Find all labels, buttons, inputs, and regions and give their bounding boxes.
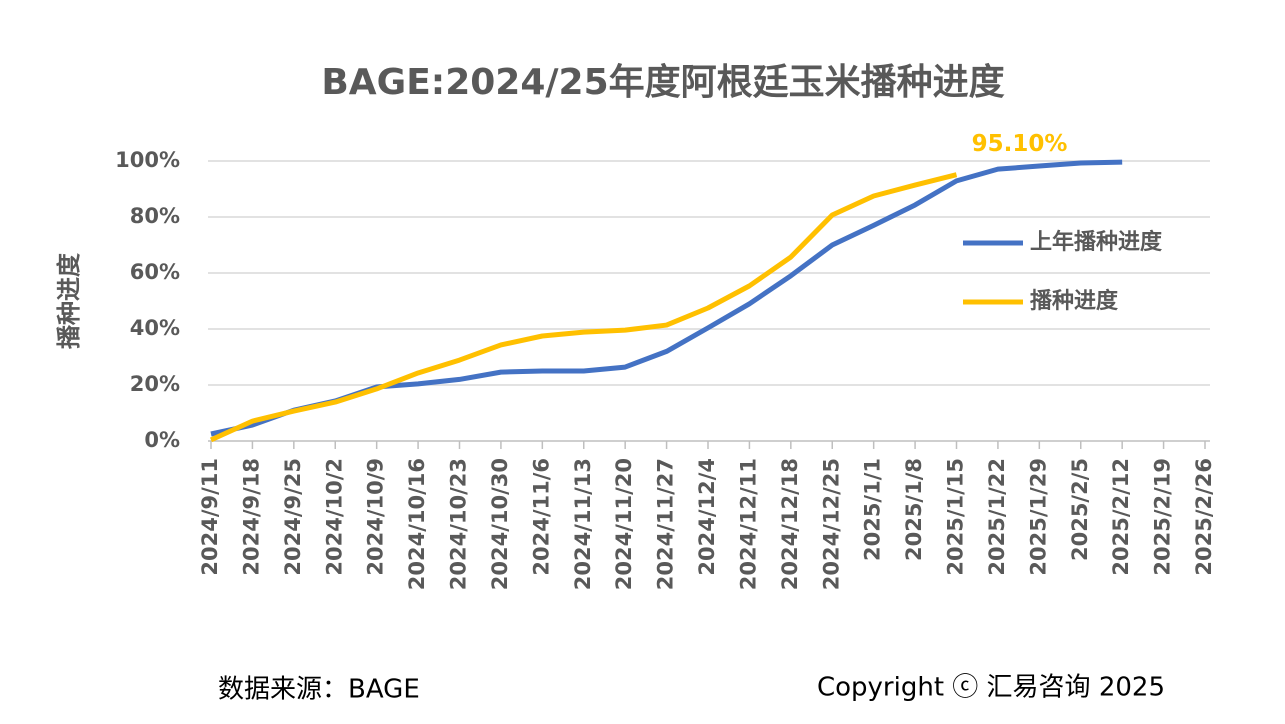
x-tick-label: 2024/10/2	[322, 458, 346, 576]
legend-label: 播种进度	[1030, 288, 1119, 314]
chart-title: BAGE:2024/25年度阿根廷玉米播种进度	[321, 62, 1004, 103]
legend-label: 上年播种进度	[1030, 229, 1163, 255]
data-label: 95.10%	[972, 131, 1068, 157]
x-tick-label: 2024/10/23	[447, 458, 471, 590]
x-tick-label: 2024/12/4	[695, 458, 719, 576]
y-tick-label: 100%	[115, 148, 180, 172]
x-tick-label: 2025/1/29	[1026, 458, 1050, 576]
x-tick-label: 2025/1/8	[902, 458, 926, 561]
y-tick-label: 60%	[130, 260, 180, 284]
x-tick-label: 2024/9/11	[198, 458, 222, 576]
x-tick-label: 2024/11/13	[571, 458, 595, 590]
y-tick-label: 80%	[130, 204, 180, 228]
y-tick-label: 0%	[144, 428, 180, 452]
copyright-note: Copyright ⓒ 汇易咨询 2025	[817, 673, 1165, 703]
x-tick-label: 2025/2/19	[1151, 458, 1175, 576]
x-tick-label: 2025/2/5	[1068, 458, 1092, 561]
x-tick-label: 2024/12/18	[778, 458, 802, 590]
x-tick-label: 2024/12/25	[819, 458, 843, 590]
x-tick-label: 2024/10/30	[488, 458, 512, 590]
series-line	[209, 172, 958, 443]
x-tick-label: 2024/10/9	[364, 458, 388, 576]
x-tick-label: 2024/11/27	[654, 458, 678, 590]
y-tick-label: 40%	[130, 316, 180, 340]
x-tick-label: 2025/1/15	[944, 458, 968, 576]
y-axis-title: 播种进度	[55, 252, 83, 349]
x-tick-label: 2024/9/25	[281, 458, 305, 576]
x-tick-label: 2025/2/26	[1192, 458, 1216, 576]
x-tick-label: 2024/10/16	[405, 458, 429, 590]
x-tick-label: 2024/12/11	[736, 458, 760, 590]
source-note: 数据来源：BAGE	[218, 675, 420, 705]
x-tick-label: 2024/11/20	[612, 458, 636, 590]
y-tick-label: 20%	[130, 372, 180, 396]
x-tick-label: 2024/9/18	[239, 458, 263, 576]
x-tick-label: 2025/1/1	[861, 458, 885, 561]
x-tick-label: 2024/11/6	[529, 458, 553, 576]
series-line	[210, 159, 1123, 437]
x-tick-label: 2025/1/22	[985, 458, 1009, 576]
x-tick-label: 2025/2/12	[1109, 458, 1133, 576]
